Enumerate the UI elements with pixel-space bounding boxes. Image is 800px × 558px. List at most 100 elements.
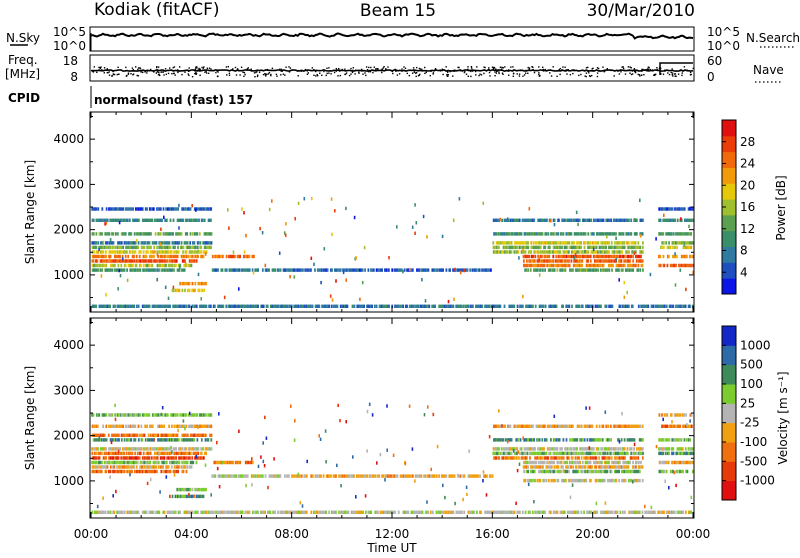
data-cell	[149, 461, 151, 464]
data-cell	[170, 470, 172, 473]
nave-dot	[132, 74, 133, 75]
data-cell	[110, 268, 112, 271]
data-cell	[359, 305, 361, 308]
data-cell	[601, 259, 603, 262]
scatter-cell	[185, 262, 187, 265]
data-cell	[676, 255, 678, 258]
nave-dot	[502, 73, 503, 74]
data-cell	[533, 438, 535, 441]
nave-dot	[368, 70, 369, 71]
nave-dot	[285, 67, 286, 68]
data-cell	[362, 474, 364, 477]
data-cell	[506, 250, 508, 253]
data-cell	[500, 511, 502, 514]
nave-dot	[340, 75, 341, 76]
data-cell	[257, 305, 259, 308]
data-cell	[213, 511, 215, 514]
data-cell	[186, 250, 188, 253]
data-cell	[164, 219, 166, 222]
data-cell	[200, 241, 202, 244]
nave-dot	[471, 66, 472, 67]
scatter-cell	[674, 252, 676, 255]
nave-dot	[620, 71, 621, 72]
data-cell	[398, 511, 400, 514]
data-cell	[191, 264, 193, 267]
data-cell	[621, 259, 623, 262]
nave-dot	[413, 67, 414, 68]
data-cell	[111, 207, 113, 210]
data-cell	[659, 255, 661, 258]
data-cell	[598, 470, 600, 473]
nave-dot	[446, 66, 447, 67]
data-cell	[612, 305, 614, 308]
data-cell	[666, 438, 668, 441]
scatter-cell	[655, 237, 657, 240]
data-cell	[289, 268, 291, 271]
data-cell	[101, 470, 103, 473]
data-cell	[348, 511, 350, 514]
data-cell	[525, 511, 527, 514]
data-cell	[524, 452, 526, 455]
data-cell	[194, 250, 196, 253]
nave-dot	[181, 74, 182, 75]
data-cell	[270, 305, 272, 308]
data-cell	[197, 452, 199, 455]
data-cell	[178, 511, 180, 514]
data-cell	[127, 241, 129, 244]
data-cell	[556, 305, 558, 308]
data-cell	[116, 511, 118, 514]
data-cell	[172, 207, 174, 210]
data-cell	[319, 268, 321, 271]
scatter-cell	[538, 258, 540, 261]
data-cell	[551, 447, 553, 450]
data-cell	[125, 232, 127, 235]
data-cell	[205, 452, 207, 455]
data-cell	[594, 255, 596, 258]
scatter-cell	[262, 231, 264, 234]
data-cell	[476, 268, 478, 271]
data-cell	[518, 241, 520, 244]
data-cell	[129, 434, 131, 437]
data-cell	[144, 465, 146, 468]
data-cell	[126, 250, 128, 253]
data-cell	[579, 305, 581, 308]
data-cell	[162, 259, 164, 262]
nave-dot	[177, 69, 178, 70]
data-cell	[565, 461, 567, 464]
nave-dot	[669, 74, 670, 75]
data-cell	[639, 511, 641, 514]
data-cell	[529, 255, 531, 258]
data-cell	[104, 413, 106, 416]
data-cell	[132, 241, 134, 244]
data-cell	[228, 255, 230, 258]
data-cell	[166, 219, 168, 222]
data-cell	[590, 268, 592, 271]
data-cell	[342, 474, 344, 477]
data-cell	[123, 259, 125, 262]
data-cell	[154, 219, 156, 222]
data-cell	[573, 264, 575, 267]
data-cell	[558, 259, 560, 262]
nave-dot	[374, 67, 375, 68]
nave-dot	[468, 76, 469, 77]
data-cell	[380, 511, 382, 514]
data-cell	[121, 246, 123, 249]
data-cell	[622, 268, 624, 271]
data-cell	[177, 219, 179, 222]
data-cell	[593, 452, 595, 455]
data-cell	[192, 282, 194, 285]
data-cell	[610, 452, 612, 455]
data-cell	[676, 470, 678, 473]
data-cell	[603, 452, 605, 455]
data-cell	[665, 461, 667, 464]
data-cell	[273, 474, 275, 477]
nave-dot	[617, 70, 618, 71]
data-cell	[133, 465, 135, 468]
data-cell	[247, 305, 249, 308]
data-cell	[611, 259, 613, 262]
scatter-cell	[448, 300, 450, 303]
nave-dot	[330, 73, 331, 74]
nave-dot	[566, 73, 567, 74]
data-cell	[298, 305, 300, 308]
nave-dot	[195, 67, 196, 68]
